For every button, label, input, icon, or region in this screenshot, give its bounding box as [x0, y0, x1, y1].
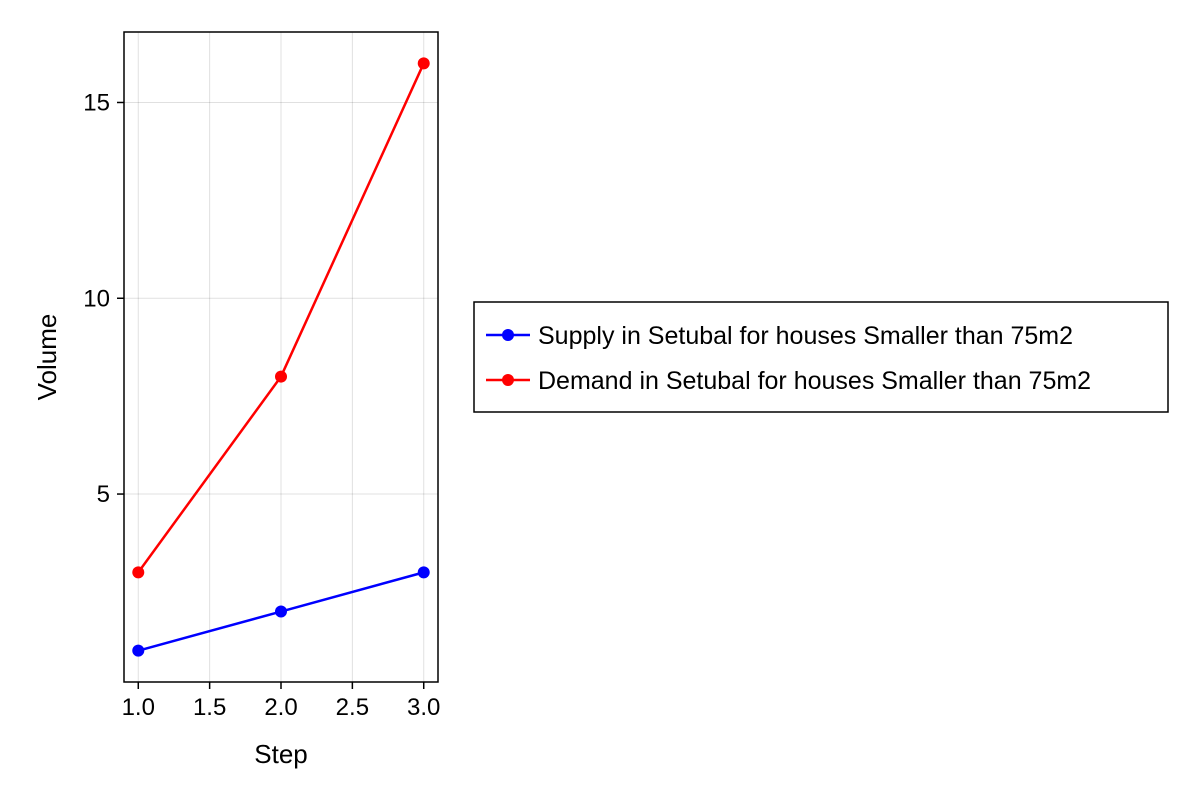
data-point-series-1 — [275, 370, 287, 383]
data-point-series-0 — [417, 566, 430, 579]
y-tick-label: 15 — [83, 89, 110, 116]
x-tick-label: 1.5 — [193, 694, 226, 721]
series-layer — [132, 57, 430, 657]
legend-box — [473, 301, 1169, 413]
legend-item-supply: Supply in Setubal for houses Smaller tha… — [486, 322, 1073, 350]
legend-label-supply: Supply in Setubal for houses Smaller tha… — [538, 322, 1073, 350]
data-point-series-0 — [132, 644, 145, 657]
tick-layer: 1.0 1.5 2.0 2.5 3.0 5 10 15 — [83, 89, 440, 721]
y-axis-title: Volume — [32, 314, 62, 401]
x-tick-label: 2.0 — [264, 694, 297, 721]
x-tick-label: 2.5 — [336, 694, 369, 721]
legend: Supply in Setubal for houses Smaller tha… — [473, 301, 1169, 413]
y-tick-label: 10 — [83, 285, 110, 312]
x-tick-label: 1.0 — [122, 694, 155, 721]
data-point-series-0 — [275, 605, 287, 618]
x-axis-title: Step — [254, 739, 308, 769]
data-point-series-1 — [132, 566, 145, 579]
data-point-series-1 — [417, 57, 430, 70]
legend-swatch-marker-supply — [502, 329, 514, 341]
grid-layer — [124, 32, 438, 682]
y-tick-label: 5 — [97, 481, 110, 508]
x-tick-label: 3.0 — [407, 694, 440, 721]
legend-swatch-marker-demand — [502, 374, 514, 386]
legend-item-demand: Demand in Setubal for houses Smaller tha… — [486, 367, 1091, 395]
legend-label-demand: Demand in Setubal for houses Smaller tha… — [538, 367, 1091, 395]
